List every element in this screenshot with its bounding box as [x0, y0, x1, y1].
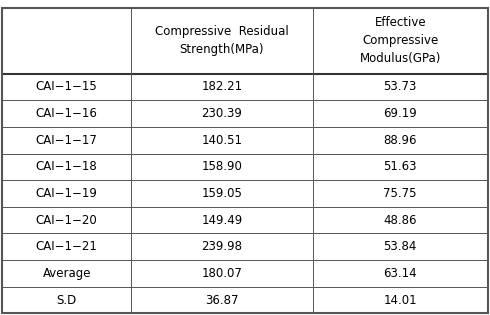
Text: CAI−1−18: CAI−1−18	[36, 160, 98, 173]
Text: Compressive  Residual
Strength(MPa): Compressive Residual Strength(MPa)	[155, 25, 289, 56]
Text: 36.87: 36.87	[205, 294, 239, 306]
Text: S.D: S.D	[57, 294, 77, 306]
Text: CAI−1−19: CAI−1−19	[36, 187, 98, 200]
Text: CAI−1−16: CAI−1−16	[36, 107, 98, 120]
Text: Effective
Compressive
Modulus(GPa): Effective Compressive Modulus(GPa)	[360, 16, 441, 65]
Text: CAI−1−17: CAI−1−17	[36, 134, 98, 147]
Text: CAI−1−15: CAI−1−15	[36, 80, 98, 93]
Text: 158.90: 158.90	[201, 160, 243, 173]
Text: 63.14: 63.14	[383, 267, 417, 280]
Text: 75.75: 75.75	[384, 187, 417, 200]
Text: 51.63: 51.63	[384, 160, 417, 173]
Text: Average: Average	[43, 267, 91, 280]
Text: 48.86: 48.86	[384, 214, 417, 227]
Text: 53.84: 53.84	[384, 240, 417, 253]
Text: 14.01: 14.01	[383, 294, 417, 306]
Text: 239.98: 239.98	[201, 240, 243, 253]
Text: 69.19: 69.19	[383, 107, 417, 120]
Text: 149.49: 149.49	[201, 214, 243, 227]
Text: 159.05: 159.05	[201, 187, 243, 200]
Text: 182.21: 182.21	[201, 80, 243, 93]
Text: 140.51: 140.51	[201, 134, 243, 147]
Text: CAI−1−20: CAI−1−20	[36, 214, 98, 227]
Text: 53.73: 53.73	[384, 80, 417, 93]
Text: 230.39: 230.39	[201, 107, 243, 120]
Text: 88.96: 88.96	[384, 134, 417, 147]
Text: CAI−1−21: CAI−1−21	[36, 240, 98, 253]
Text: 180.07: 180.07	[201, 267, 243, 280]
